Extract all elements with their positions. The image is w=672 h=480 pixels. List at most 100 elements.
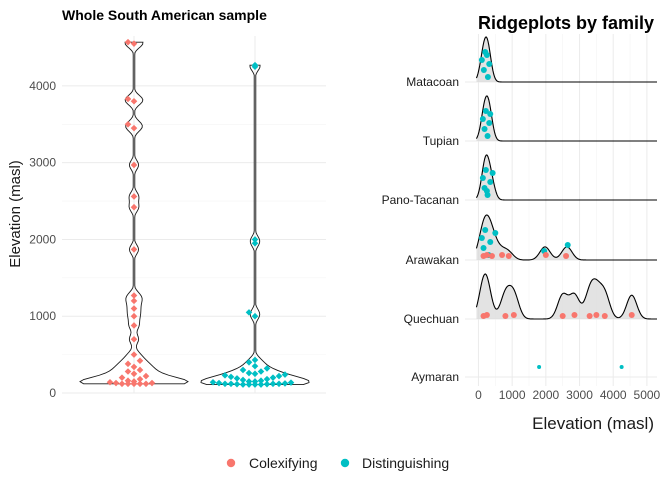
- ridgeline-point-colexifying: [593, 312, 600, 318]
- violin-point: [233, 380, 241, 388]
- violin-point: [251, 239, 259, 247]
- violin-point: [130, 97, 138, 105]
- ridgeline-point-colexifying: [628, 312, 635, 318]
- ridgeline-family-label: Aymaran: [411, 370, 459, 384]
- violin-point: [130, 370, 138, 378]
- ridgeline-point-colexifying: [559, 313, 566, 319]
- ridgeline-point-colexifying: [571, 312, 578, 318]
- ridgeline-panel: Matacoan Tupian Pano-Tacanan Arawakan Quechu…: [382, 13, 661, 433]
- ridgeline-x-tick-label: 1000: [499, 388, 526, 402]
- violin-panel: 0 1000 2000 3000 4000 Whole South American s…: [7, 7, 326, 400]
- legend-label-colexifying: Colexifying: [249, 455, 317, 471]
- violin-points: [106, 38, 295, 388]
- ridgeline-point-distinguishing: [479, 175, 486, 181]
- ridgeline-point-colexifying: [505, 253, 512, 259]
- ridgeline-point-distinguishing: [483, 188, 490, 194]
- ridgeline-point-distinguishing: [482, 167, 489, 173]
- ridgeline-gridlines: [465, 34, 657, 386]
- violin-point: [251, 362, 259, 370]
- violin-point: [112, 379, 120, 387]
- ridgeline-point-distinguishing: [484, 133, 491, 139]
- ridgeline-x-tick-labels: 0 1000 2000 3000 4000 5000: [475, 388, 660, 402]
- violin-point: [136, 357, 144, 365]
- legend-swatch-distinguishing: [340, 458, 350, 468]
- violin-point: [251, 356, 259, 364]
- violin-point: [118, 380, 126, 388]
- ridgeline-point-distinguishing: [564, 242, 571, 248]
- violin-point: [130, 246, 138, 253]
- violin-point: [136, 366, 144, 374]
- violin-body: [200, 64, 310, 385]
- ridgeline-x-tick-label: 3000: [566, 388, 593, 402]
- violin-point: [142, 372, 150, 380]
- ridgeline-family-label: Tupian: [423, 134, 459, 148]
- violin-gridlines: [62, 36, 326, 394]
- violin-point: [106, 378, 114, 386]
- ridgeline-point-distinguishing: [480, 245, 487, 251]
- violin-point: [124, 360, 132, 368]
- violin-point: [251, 312, 259, 320]
- ridgeline-point-distinguishing: [489, 170, 496, 176]
- ridgeline-point-distinguishing: [483, 52, 490, 58]
- ridgeline-point-colexifying: [601, 313, 608, 319]
- ridgeline-fill: [476, 274, 657, 319]
- ridgeline-point-distinguishing: [479, 116, 486, 122]
- violin-point: [124, 368, 132, 375]
- ridgeline-point-distinguishing: [487, 111, 494, 117]
- violin-point: [275, 372, 283, 380]
- violin-y-axis-label: Elevation (masl): [7, 160, 24, 268]
- ridgeline-family-label: Pano-Tacanan: [382, 193, 459, 207]
- violin-plot-area: [62, 36, 326, 393]
- violin-point: [281, 371, 289, 378]
- violin-point: [233, 375, 241, 382]
- violin-y-tick-label: 1000: [29, 309, 56, 323]
- violin-point: [130, 351, 138, 358]
- violin-point: [287, 379, 295, 386]
- ridgeline-family-label: Quechuan: [404, 312, 459, 326]
- violin-point: [221, 372, 229, 379]
- ridgeline-x-tick-label: 5000: [634, 388, 661, 402]
- ridgeline-family-label: Arawakan: [406, 253, 459, 267]
- violin-point: [245, 378, 253, 385]
- violin-point: [136, 380, 144, 388]
- ridgeline-point-colexifying: [563, 253, 570, 259]
- violin-point: [251, 370, 259, 378]
- ridgeline-point-colexifying: [586, 313, 593, 319]
- violin-point: [130, 40, 138, 47]
- ridgeline-curve: [475, 273, 657, 320]
- legend: Colexifying Distinguishing: [226, 455, 449, 471]
- violin-y-tick-label: 0: [49, 386, 56, 400]
- violin-point: [239, 381, 247, 388]
- violin-point: [227, 373, 235, 381]
- ridgeline-curve: [475, 36, 657, 83]
- violin-point: [130, 305, 138, 312]
- ridgeline-title: Ridgeplots by family: [478, 13, 654, 33]
- violin-point: [209, 378, 217, 386]
- violin-point: [148, 379, 156, 387]
- violin-point: [221, 380, 229, 388]
- violin-point: [245, 369, 253, 377]
- violin-point: [124, 120, 132, 128]
- violin-point: [251, 236, 259, 243]
- violin-y-tick-label: 4000: [29, 79, 56, 93]
- ridgeline-x-axis-label: Elevation (masl): [532, 414, 654, 433]
- ridgeline-x-tick-label: 0: [475, 388, 482, 402]
- violin-point: [130, 292, 138, 299]
- violin-point: [239, 376, 247, 384]
- violin-point: [275, 380, 283, 388]
- violin-point: [251, 61, 259, 69]
- ridgeline-curve: [475, 95, 657, 142]
- violin-point: [130, 193, 138, 200]
- ridgeline-x-tick-label: 2000: [532, 388, 559, 402]
- violin-point: [130, 312, 138, 320]
- ridgeline-point-colexifying: [488, 253, 495, 259]
- violin-point: [239, 366, 247, 374]
- violin-point: [215, 379, 223, 387]
- ridgeline-point-colexifying: [542, 252, 549, 258]
- violin-point: [269, 380, 277, 388]
- violin-point: [130, 203, 138, 211]
- ridgeline-point-distinguishing: [619, 365, 624, 369]
- violin-point: [245, 358, 253, 366]
- ridgeline-family-label: Matacoan: [406, 75, 459, 89]
- ridgeline-point-distinguishing: [482, 227, 489, 233]
